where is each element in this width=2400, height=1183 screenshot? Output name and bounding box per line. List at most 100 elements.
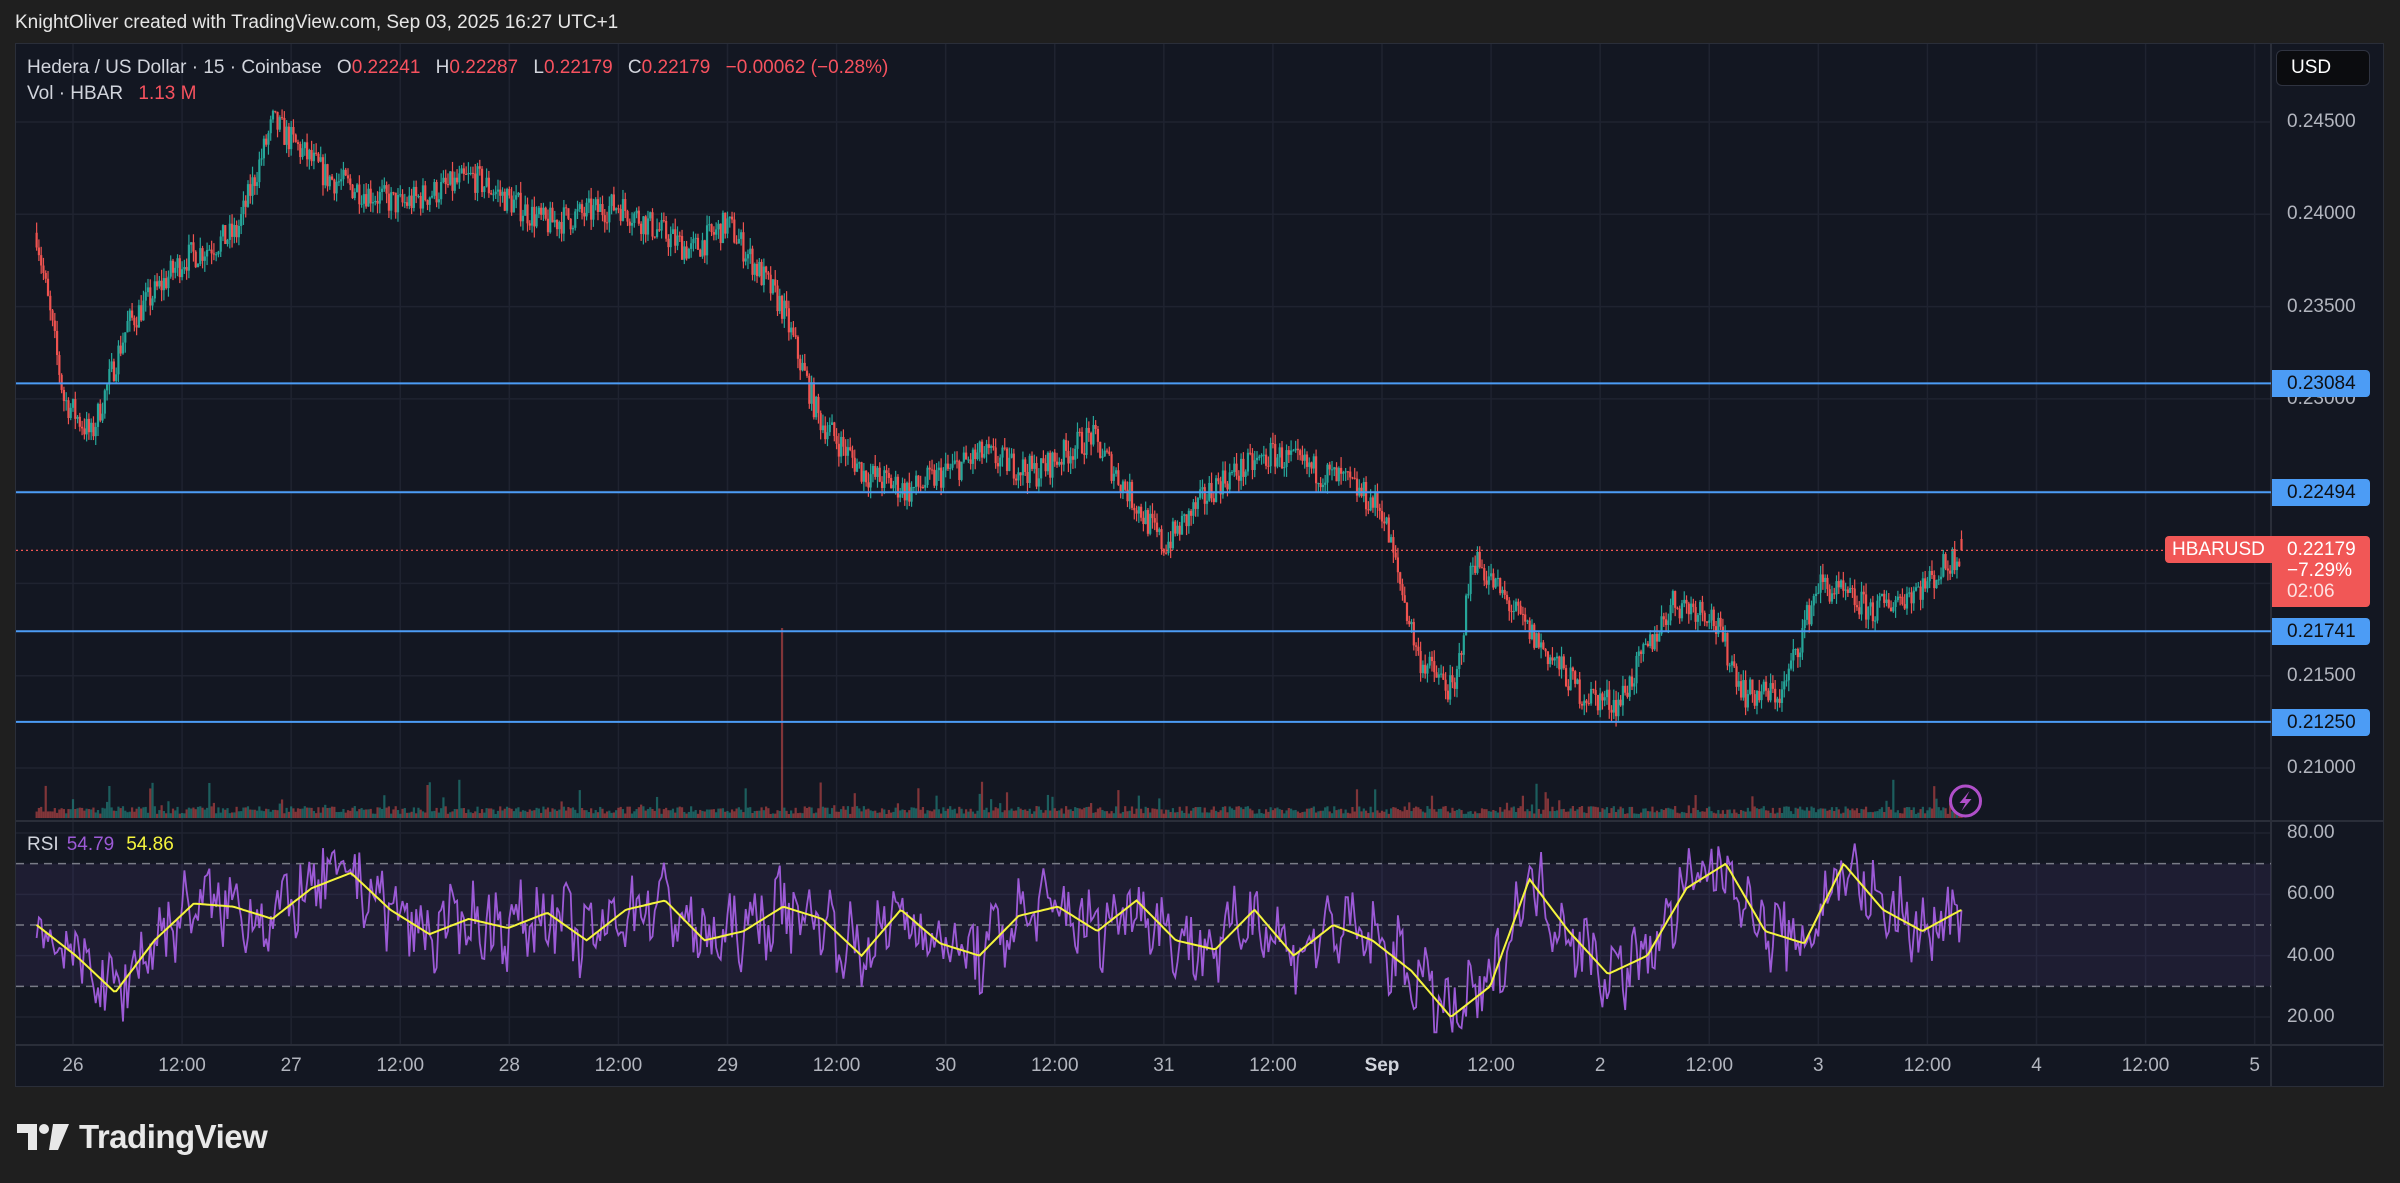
volume-bar bbox=[1717, 809, 1720, 818]
volume-bar bbox=[1276, 807, 1279, 818]
candle-body bbox=[701, 240, 704, 257]
volume-bar bbox=[324, 804, 327, 818]
candle-body bbox=[871, 465, 875, 475]
volume-bar bbox=[1555, 810, 1559, 818]
volume-bar bbox=[1714, 813, 1718, 818]
volume-bar bbox=[278, 803, 281, 818]
volume-bar bbox=[1942, 807, 1945, 818]
volume-bar bbox=[251, 809, 254, 818]
volume-bar bbox=[115, 810, 118, 818]
volume-bar bbox=[687, 811, 690, 818]
candle-body bbox=[924, 484, 927, 488]
volume-bar bbox=[1489, 811, 1493, 818]
candle-body bbox=[569, 218, 572, 230]
candle-body bbox=[494, 191, 497, 195]
volume-bar bbox=[783, 807, 786, 818]
volume-bar bbox=[1035, 806, 1038, 818]
candle-body bbox=[580, 204, 584, 213]
volume-bar bbox=[149, 788, 152, 818]
candle-body bbox=[703, 240, 706, 256]
candle-body bbox=[653, 236, 656, 238]
volume-bar bbox=[1662, 809, 1665, 818]
candle-body bbox=[305, 142, 309, 160]
tradingview-logo[interactable]: TradingView bbox=[17, 1118, 268, 1156]
candle-body bbox=[746, 254, 750, 259]
volume-bar bbox=[176, 806, 179, 818]
volume-bar bbox=[94, 812, 97, 818]
volume-bar bbox=[896, 803, 900, 818]
candle-body bbox=[1133, 507, 1136, 511]
candle-body bbox=[1553, 658, 1556, 661]
candle-body bbox=[1839, 580, 1843, 588]
volume-label[interactable]: Vol · HBAR bbox=[27, 83, 124, 104]
chart-credit: KnightOliver created with TradingView.co… bbox=[15, 12, 619, 33]
candle-body bbox=[317, 153, 320, 162]
volume-bar bbox=[937, 809, 940, 818]
volume-bar bbox=[987, 812, 990, 818]
candle-body bbox=[1496, 578, 1500, 580]
candle-body bbox=[1026, 471, 1029, 483]
candle-body bbox=[1196, 497, 1200, 509]
symbol-description[interactable]: Hedera / US Dollar · 15 · Coinbase bbox=[27, 57, 322, 78]
volume-bar bbox=[1742, 810, 1745, 818]
volume-bar bbox=[1155, 809, 1159, 818]
volume-bar bbox=[1608, 813, 1611, 818]
candle-body bbox=[1276, 457, 1279, 467]
volume-bar bbox=[1015, 810, 1018, 818]
volume-bar bbox=[355, 811, 359, 818]
rsi-label[interactable]: RSI bbox=[27, 834, 59, 855]
candle-body bbox=[1392, 537, 1395, 553]
candle-body bbox=[1405, 602, 1409, 621]
volume-bar bbox=[1137, 795, 1140, 818]
chart-frame[interactable] bbox=[15, 43, 2384, 1087]
candle-body bbox=[1321, 484, 1325, 488]
candle-body bbox=[1403, 595, 1406, 603]
volume-bar bbox=[794, 807, 797, 818]
candle-body bbox=[503, 191, 506, 211]
candle-body bbox=[1326, 464, 1329, 483]
candle-body bbox=[1833, 593, 1836, 595]
volume-bar bbox=[242, 807, 245, 818]
volume-bar bbox=[1460, 810, 1463, 818]
volume-bar bbox=[692, 811, 695, 818]
volume-bar bbox=[374, 813, 377, 818]
volume-bar bbox=[771, 813, 775, 818]
volume-bar bbox=[1430, 795, 1434, 818]
candle-body bbox=[1626, 692, 1629, 697]
volume-bar bbox=[1455, 810, 1459, 818]
candle-body bbox=[865, 470, 868, 483]
candle-body bbox=[1521, 613, 1524, 615]
candle-body bbox=[1067, 450, 1070, 464]
candle-body bbox=[1060, 461, 1063, 465]
candle-body bbox=[521, 215, 525, 222]
time-axis-label: 12:00 bbox=[2121, 1055, 2170, 1076]
volume-bar bbox=[1687, 805, 1690, 818]
candle-body bbox=[1292, 450, 1295, 452]
candle-body bbox=[1664, 619, 1668, 625]
candle-body bbox=[228, 223, 231, 240]
candle-body bbox=[1001, 447, 1004, 458]
volume-bar bbox=[474, 811, 477, 818]
volume-bar bbox=[1846, 808, 1849, 818]
volume-bar bbox=[1592, 806, 1595, 818]
volume-bar bbox=[1055, 810, 1059, 818]
candle-body bbox=[708, 224, 711, 226]
volume-bar bbox=[1087, 806, 1090, 818]
candle-body bbox=[530, 206, 534, 226]
volume-bar bbox=[210, 806, 213, 818]
candle-body bbox=[387, 193, 390, 211]
volume-bar bbox=[69, 809, 72, 818]
candle-body bbox=[471, 172, 475, 174]
volume-bar bbox=[1896, 810, 1899, 818]
volume-bar bbox=[1739, 809, 1743, 818]
volume-bar bbox=[1564, 811, 1568, 818]
candle-body bbox=[1121, 481, 1125, 493]
currency-button[interactable]: USD bbox=[2276, 50, 2370, 86]
volume-bar bbox=[146, 812, 150, 818]
candle-body bbox=[1830, 593, 1834, 602]
candle-body bbox=[476, 166, 479, 193]
volume-bar bbox=[503, 808, 506, 818]
volume-bar bbox=[430, 811, 434, 818]
candle-body bbox=[115, 374, 118, 382]
